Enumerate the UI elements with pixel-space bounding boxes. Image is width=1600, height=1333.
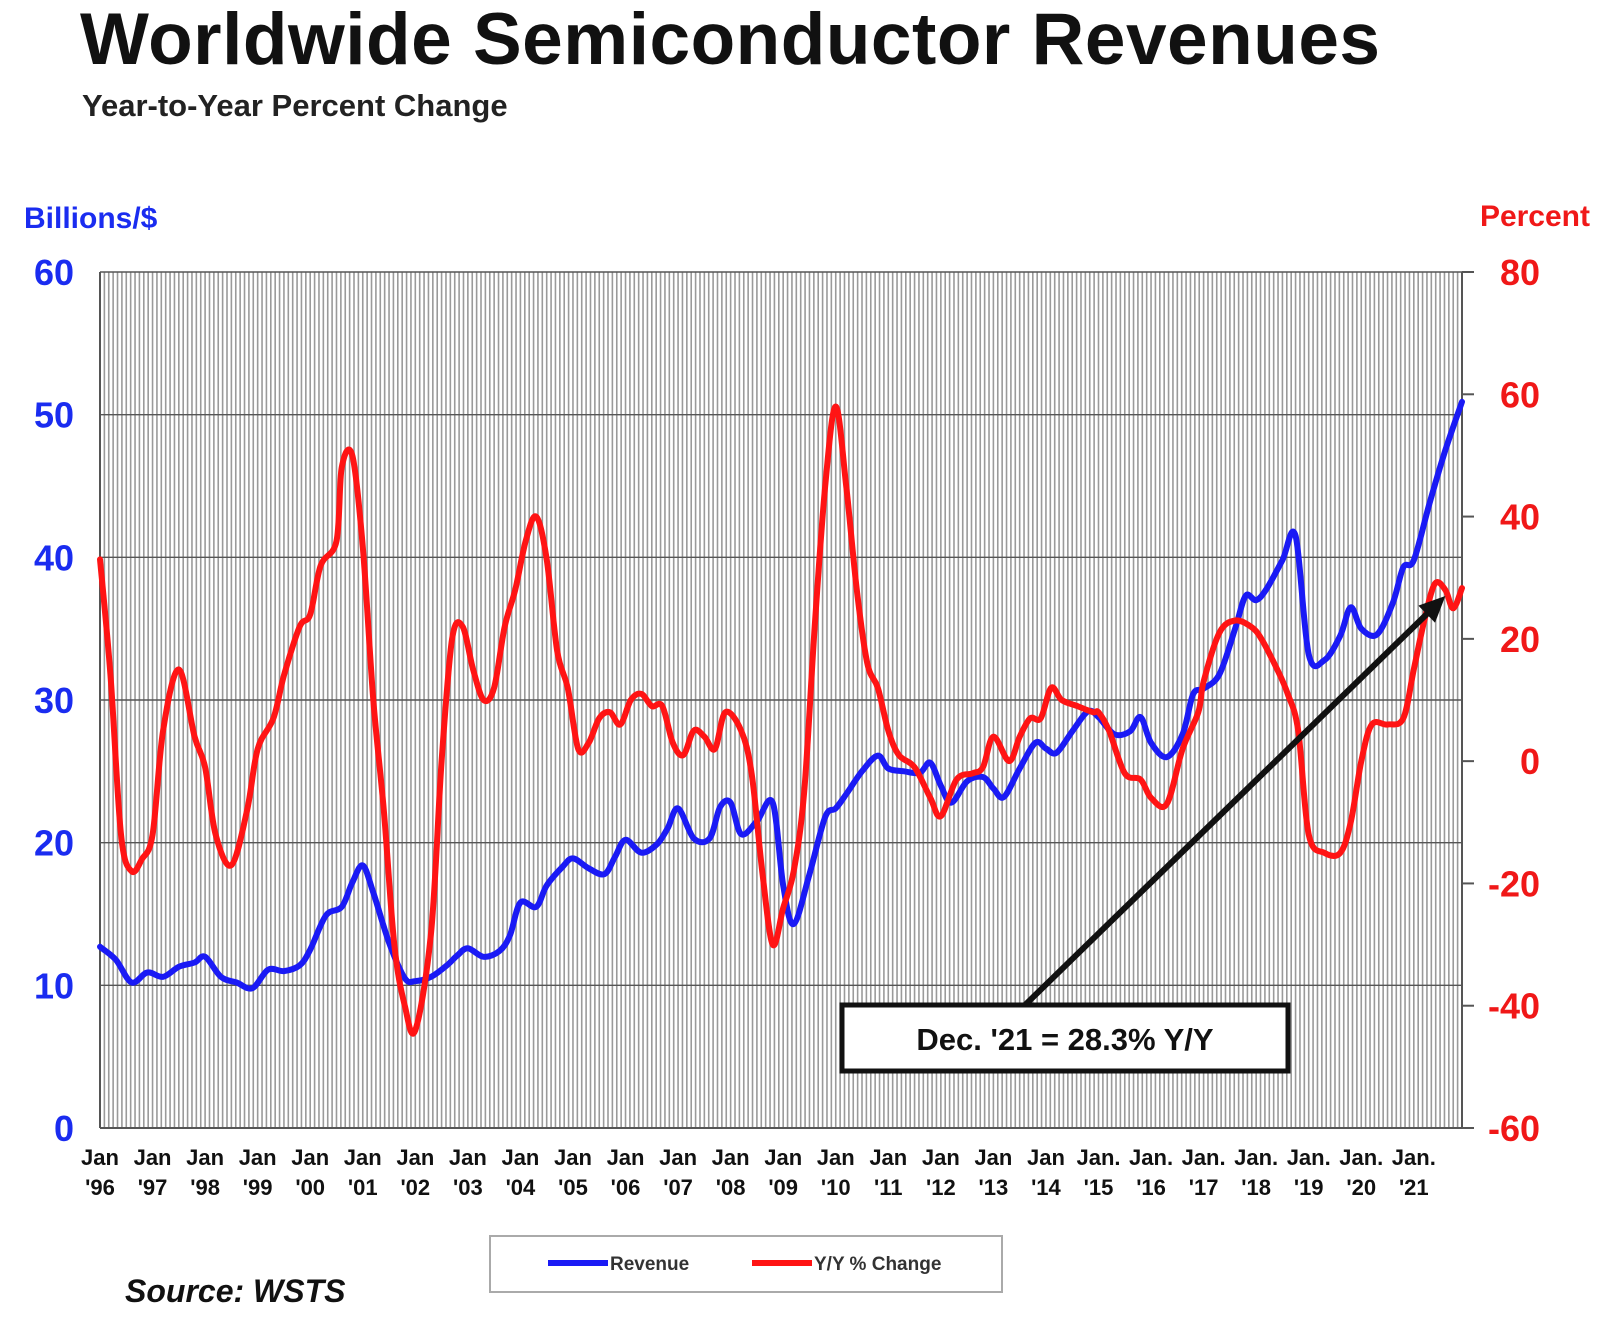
left-tick-label: 30 <box>34 680 74 721</box>
x-tick-label: '10 <box>821 1175 851 1200</box>
chart-subtitle: Year-to-Year Percent Change <box>82 88 508 123</box>
x-tick-label: '15 <box>1084 1175 1114 1200</box>
right-tick-label: -60 <box>1488 1108 1540 1149</box>
left-tick-label: 20 <box>34 823 74 864</box>
x-tick-label: '08 <box>716 1175 746 1200</box>
x-tick-label: Jan <box>239 1145 277 1170</box>
x-tick-label: '99 <box>243 1175 273 1200</box>
legend-label: Revenue <box>610 1254 689 1275</box>
left-tick-label: 40 <box>34 537 74 578</box>
x-tick-label: '11 <box>874 1175 903 1200</box>
x-tick-label: Jan <box>134 1145 172 1170</box>
x-tick-label: Jan <box>659 1145 697 1170</box>
x-tick-label: '19 <box>1294 1175 1324 1200</box>
x-tick-label: '16 <box>1136 1175 1166 1200</box>
yoy-change-series-line <box>97 403 1465 1037</box>
annotation-box <box>839 1002 1291 1074</box>
x-tick-label: '98 <box>190 1175 220 1200</box>
x-tick-label: '02 <box>400 1175 430 1200</box>
x-tick-label: '14 <box>1031 1175 1061 1200</box>
annotation-arrow-shaft <box>1022 603 1438 1008</box>
right-tick-label: 60 <box>1500 374 1540 415</box>
x-tick-label: Jan. <box>1339 1145 1383 1170</box>
left-tick-label: 0 <box>54 1108 74 1149</box>
x-tick-label: Jan <box>449 1145 487 1170</box>
x-tick-label: Jan <box>554 1145 592 1170</box>
x-tick-label: '17 <box>1189 1175 1219 1200</box>
left-tick-label: 60 <box>34 252 74 293</box>
right-tick-label: 0 <box>1520 741 1540 782</box>
x-tick-label: '97 <box>138 1175 168 1200</box>
x-tick-label: '96 <box>85 1175 115 1200</box>
x-tick-label: '01 <box>348 1175 378 1200</box>
revenue-series-line <box>97 398 1465 992</box>
left-tick-label: 10 <box>34 965 74 1006</box>
x-tick-label: Jan <box>81 1145 119 1170</box>
x-tick-label: '04 <box>506 1175 536 1200</box>
x-tick-label: '00 <box>295 1175 325 1200</box>
x-tick-label: Jan <box>396 1145 434 1170</box>
x-tick-label: Jan <box>501 1145 539 1170</box>
x-tick-label: Jan <box>712 1145 750 1170</box>
right-tick-label: -20 <box>1488 863 1540 904</box>
x-tick-label: '07 <box>663 1175 693 1200</box>
x-tick-label: '09 <box>768 1175 798 1200</box>
right-axis-unit-label: Percent <box>1479 200 1590 233</box>
x-tick-label: '06 <box>611 1175 641 1200</box>
x-tick-label: '05 <box>558 1175 588 1200</box>
x-tick-label: '12 <box>926 1175 956 1200</box>
left-axis-unit-label: Billions/$ <box>24 202 158 235</box>
legend-label: Y/Y % Change <box>814 1254 941 1275</box>
x-tick-label: Jan. <box>1287 1145 1331 1170</box>
right-tick-label: 20 <box>1500 619 1540 660</box>
right-tick-label: 80 <box>1500 252 1540 293</box>
x-tick-label: Jan <box>344 1145 382 1170</box>
x-tick-label: Jan <box>607 1145 645 1170</box>
x-tick-label: Jan. <box>1129 1145 1173 1170</box>
chart-title: Worldwide Semiconductor Revenues <box>80 0 1381 80</box>
x-tick-label: Jan <box>869 1145 907 1170</box>
x-tick-label: Jan. <box>1076 1145 1120 1170</box>
x-tick-label: '20 <box>1346 1175 1376 1200</box>
x-tick-label: '03 <box>453 1175 483 1200</box>
x-tick-label: Jan <box>291 1145 329 1170</box>
right-tick-label: -40 <box>1488 986 1540 1027</box>
x-tick-label: '21 <box>1399 1175 1429 1200</box>
x-tick-label: Jan. <box>1234 1145 1278 1170</box>
right-tick-label: 40 <box>1500 497 1540 538</box>
x-tick-label: '13 <box>979 1175 1009 1200</box>
x-tick-label: Jan. <box>1392 1145 1436 1170</box>
x-tick-label: Jan <box>186 1145 224 1170</box>
left-tick-label: 50 <box>34 395 74 436</box>
x-tick-label: Jan <box>1027 1145 1065 1170</box>
x-tick-label: Jan. <box>1182 1145 1226 1170</box>
x-tick-label: Jan <box>764 1145 802 1170</box>
annotation-text: Dec. '21 = 28.3% Y/Y <box>916 1022 1214 1057</box>
x-tick-label: Jan <box>817 1145 855 1170</box>
x-tick-label: '18 <box>1241 1175 1271 1200</box>
x-tick-label: Jan <box>922 1145 960 1170</box>
x-tick-label: Jan <box>974 1145 1012 1170</box>
source-note: Source: WSTS <box>125 1273 346 1309</box>
annotation-arrow-head <box>1418 596 1446 623</box>
